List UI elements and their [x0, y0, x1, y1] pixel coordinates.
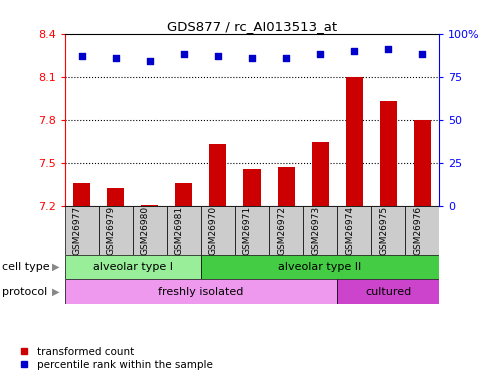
Bar [99, 206, 133, 255]
Point [384, 46, 392, 52]
Text: GSM26970: GSM26970 [209, 206, 218, 255]
Text: GSM26974: GSM26974 [345, 206, 354, 255]
Title: GDS877 / rc_AI013513_at: GDS877 / rc_AI013513_at [167, 20, 337, 33]
Bar [107, 188, 124, 206]
Point [418, 51, 426, 57]
Bar [167, 206, 201, 255]
Bar [371, 206, 405, 255]
Text: cell type: cell type [2, 262, 50, 272]
Point [350, 48, 358, 54]
Bar [65, 206, 99, 255]
Bar [73, 183, 90, 206]
Point [282, 55, 290, 61]
Point [248, 55, 256, 61]
Bar [235, 206, 269, 255]
Text: GSM26977: GSM26977 [73, 206, 82, 255]
Point [214, 53, 222, 59]
Bar [345, 77, 363, 206]
Point [112, 55, 120, 61]
Bar [201, 206, 235, 255]
Bar [269, 206, 303, 255]
Text: GSM26981: GSM26981 [175, 206, 184, 255]
Bar [133, 206, 167, 255]
Text: alveolar type I: alveolar type I [93, 262, 173, 272]
Text: ▶: ▶ [52, 286, 60, 297]
Bar [303, 206, 337, 255]
Text: GSM26980: GSM26980 [141, 206, 150, 255]
Bar [201, 255, 439, 279]
Bar [244, 169, 260, 206]
Text: ▶: ▶ [52, 262, 60, 272]
Text: GSM26975: GSM26975 [379, 206, 388, 255]
Text: GSM26972: GSM26972 [277, 206, 286, 255]
Text: GSM26973: GSM26973 [311, 206, 320, 255]
Point [78, 53, 86, 59]
Text: GSM26971: GSM26971 [243, 206, 252, 255]
Text: alveolar type II: alveolar type II [278, 262, 362, 272]
Legend: transformed count, percentile rank within the sample: transformed count, percentile rank withi… [20, 346, 213, 370]
Text: freshly isolated: freshly isolated [158, 286, 244, 297]
Bar [380, 101, 397, 206]
Text: cultured: cultured [365, 286, 411, 297]
Point [180, 51, 188, 57]
Bar [176, 183, 193, 206]
Bar [311, 142, 328, 206]
Point [146, 58, 154, 64]
Bar [337, 279, 439, 304]
Bar [65, 279, 337, 304]
Text: GSM26979: GSM26979 [107, 206, 116, 255]
Text: GSM26976: GSM26976 [413, 206, 422, 255]
Bar [405, 206, 439, 255]
Bar [65, 255, 201, 279]
Bar [141, 205, 158, 206]
Bar [277, 168, 294, 206]
Text: protocol: protocol [2, 286, 48, 297]
Point [316, 51, 324, 57]
Bar [210, 144, 227, 206]
Bar [414, 120, 431, 206]
Bar [337, 206, 371, 255]
